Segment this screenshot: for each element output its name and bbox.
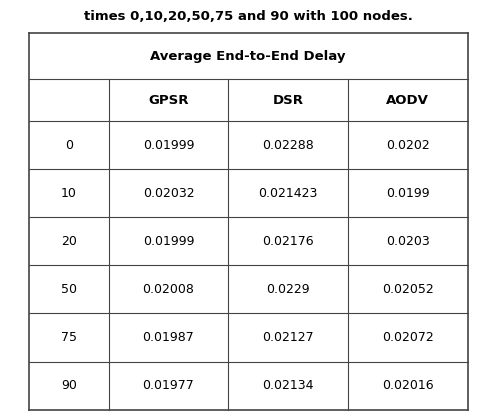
Text: Average End-to-End Delay: Average End-to-End Delay — [150, 50, 346, 63]
Text: 0.02176: 0.02176 — [262, 235, 314, 248]
Text: 0.0229: 0.0229 — [266, 283, 310, 296]
Text: times 0,10,20,50,75 and 90 with 100 nodes.: times 0,10,20,50,75 and 90 with 100 node… — [84, 10, 413, 23]
Text: 0.02016: 0.02016 — [382, 379, 433, 392]
Text: 0.02127: 0.02127 — [262, 331, 314, 344]
Text: 0.01999: 0.01999 — [143, 139, 194, 152]
Text: 0.0202: 0.0202 — [386, 139, 429, 152]
Text: 0.01987: 0.01987 — [143, 331, 194, 344]
Text: 20: 20 — [61, 235, 77, 248]
Text: 0.02072: 0.02072 — [382, 331, 434, 344]
Text: GPSR: GPSR — [148, 94, 189, 107]
Text: 10: 10 — [61, 187, 77, 200]
Text: DSR: DSR — [273, 94, 304, 107]
Text: 0.02052: 0.02052 — [382, 283, 434, 296]
Text: 75: 75 — [61, 331, 77, 344]
Text: AODV: AODV — [386, 94, 429, 107]
Text: 0.02032: 0.02032 — [143, 187, 194, 200]
Text: 0.01977: 0.01977 — [143, 379, 194, 392]
Text: 0.02134: 0.02134 — [262, 379, 314, 392]
Text: 0.0203: 0.0203 — [386, 235, 429, 248]
Text: 0.02008: 0.02008 — [143, 283, 194, 296]
Text: 0.01999: 0.01999 — [143, 235, 194, 248]
Text: 0.021423: 0.021423 — [258, 187, 318, 200]
Text: 0.0199: 0.0199 — [386, 187, 429, 200]
Text: 0: 0 — [65, 139, 73, 152]
Text: 50: 50 — [61, 283, 77, 296]
Text: 0.02288: 0.02288 — [262, 139, 314, 152]
Text: 90: 90 — [61, 379, 77, 392]
